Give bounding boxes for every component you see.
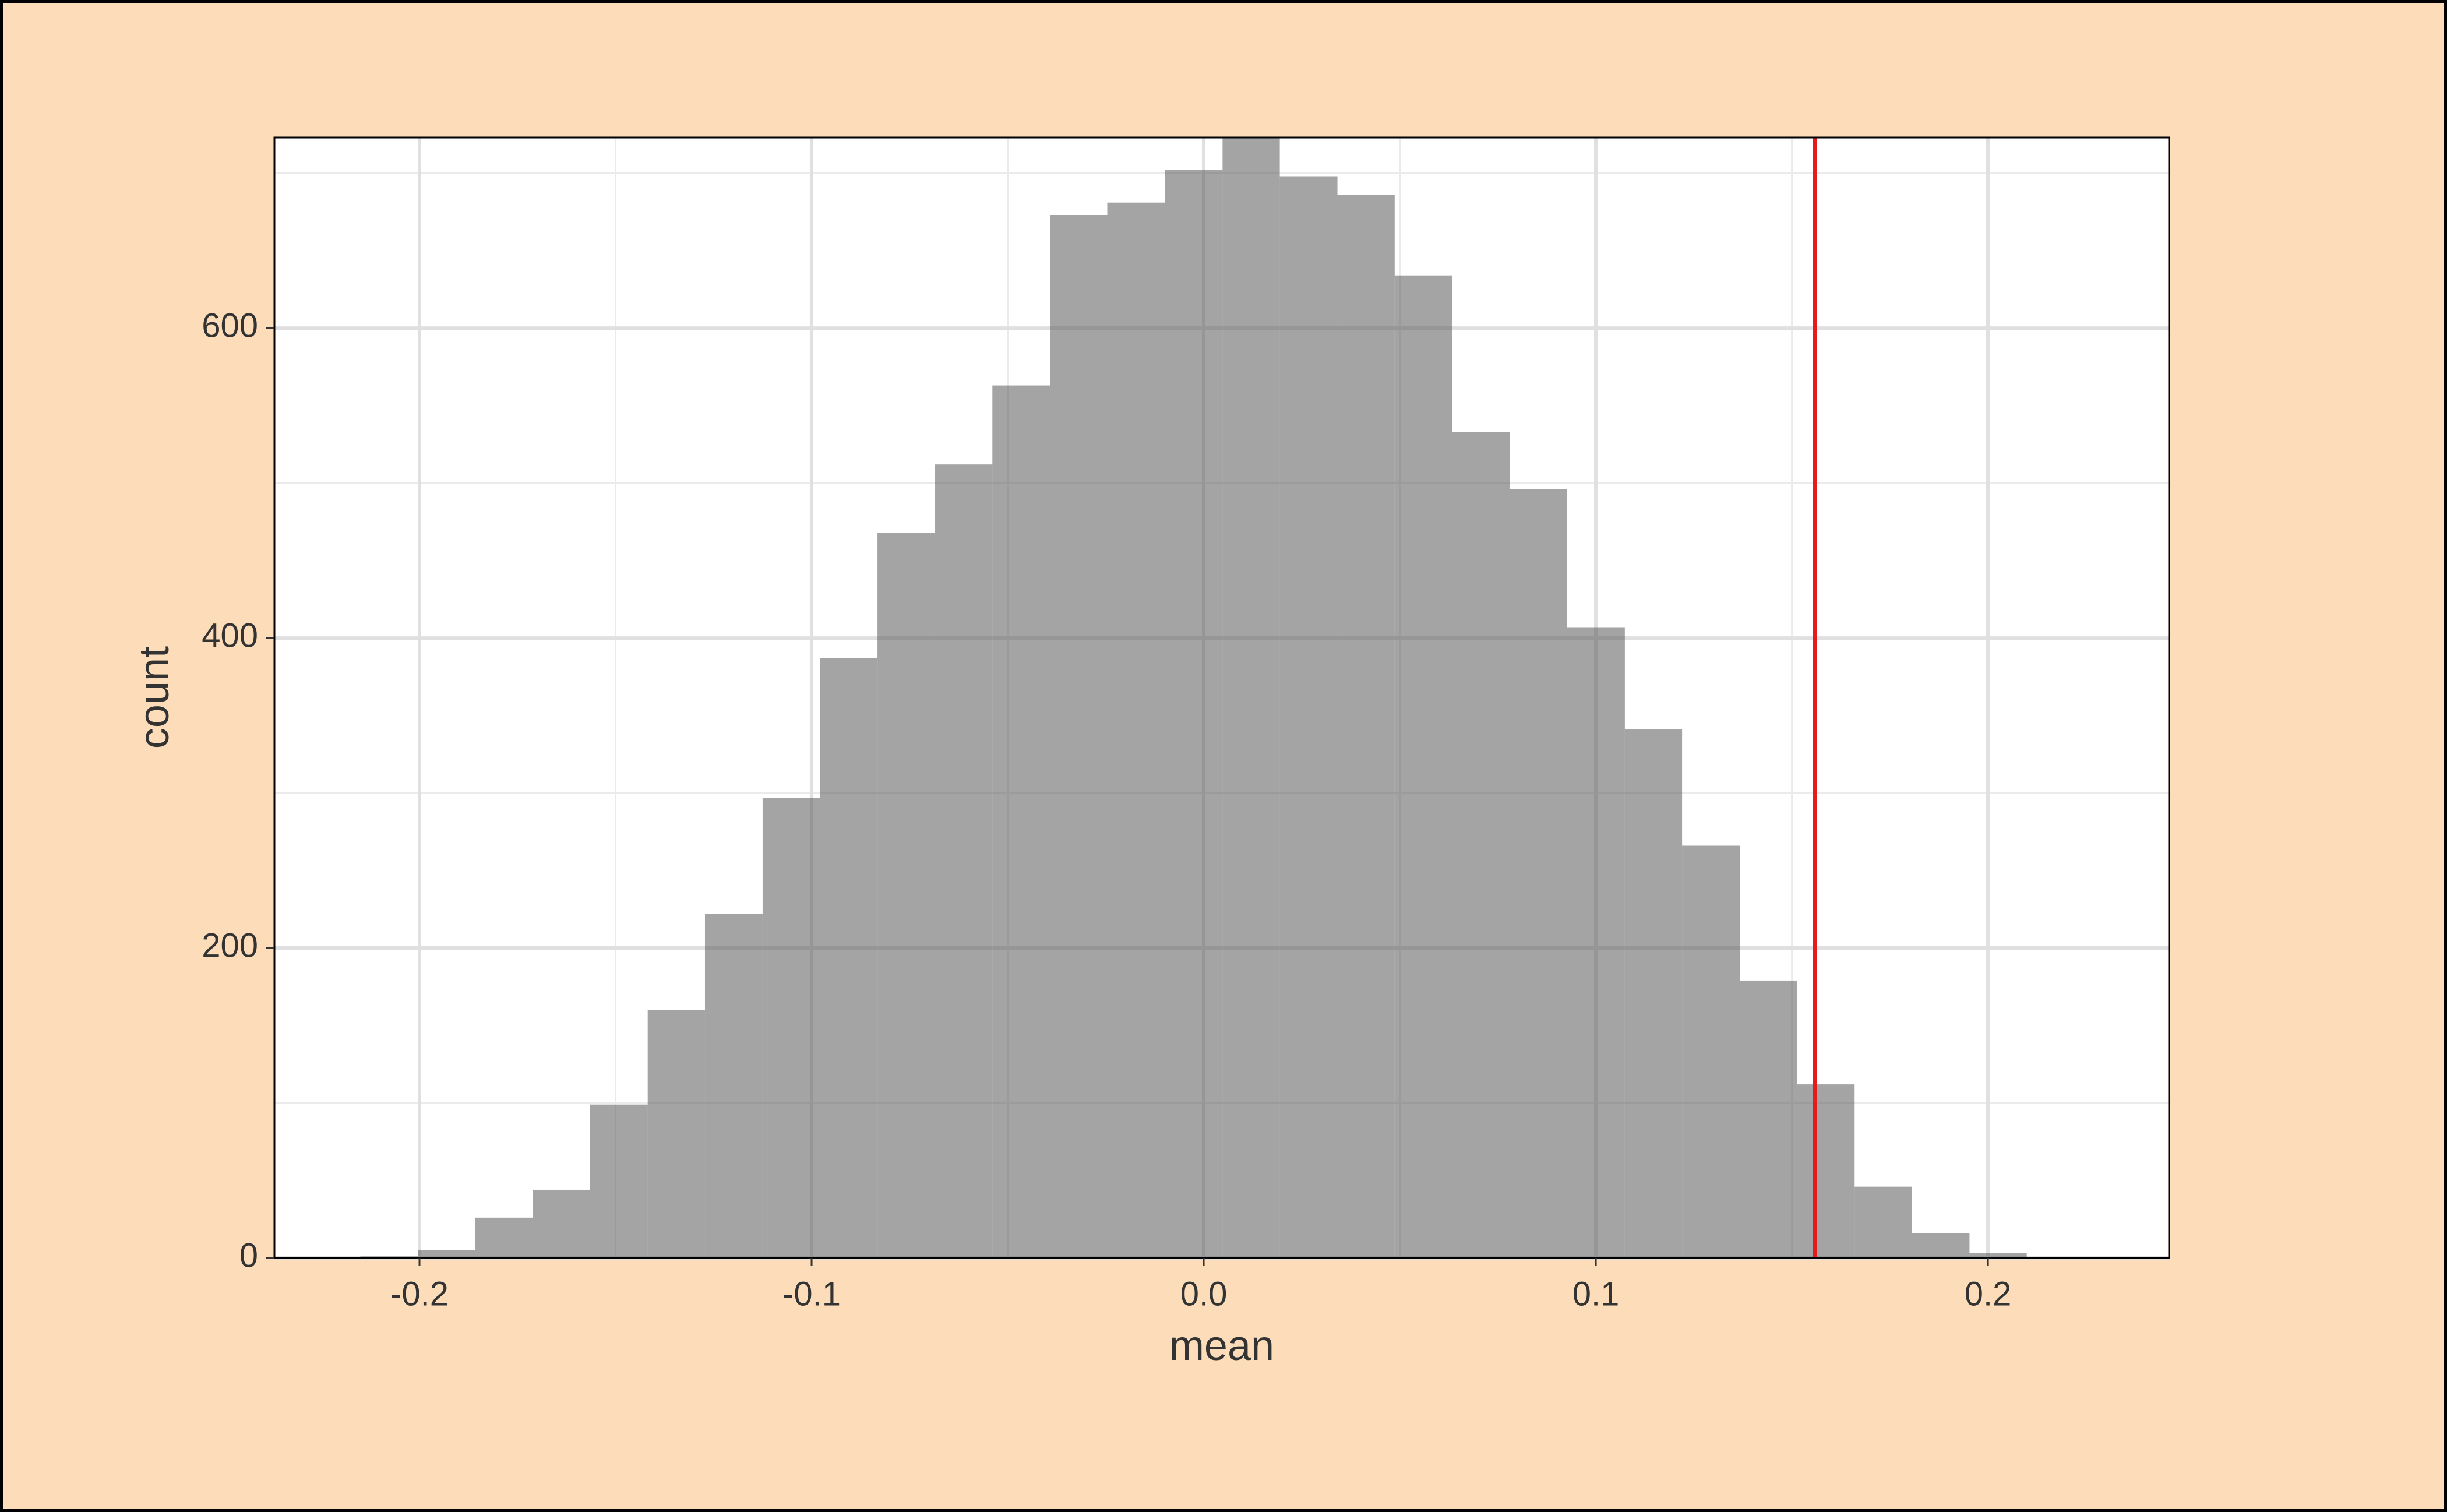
- bar: [1222, 138, 1280, 1258]
- bar: [1050, 214, 1108, 1258]
- bar: [1797, 1084, 1855, 1258]
- y-tick-label: 400: [202, 616, 258, 654]
- y-tick-label: 0: [239, 1236, 258, 1274]
- bar: [647, 1010, 705, 1258]
- bar: [418, 1250, 475, 1258]
- bar: [533, 1189, 590, 1258]
- y-tick-label: 200: [202, 926, 258, 964]
- axes: -0.2 -0.1 0.0 0.1 0.2 0 200 400 600: [202, 306, 2011, 1313]
- bar: [1452, 432, 1510, 1258]
- bar: [1740, 980, 1797, 1258]
- bar: [1624, 729, 1683, 1258]
- y-axis-title: count: [131, 646, 178, 749]
- panel-border: [273, 136, 2170, 1259]
- bar: [704, 914, 763, 1258]
- bar: [877, 533, 936, 1258]
- bar: [1912, 1233, 1970, 1258]
- bar: [1337, 195, 1395, 1259]
- bar: [1279, 176, 1338, 1258]
- bar: [1682, 845, 1740, 1258]
- bar: [992, 385, 1050, 1258]
- x-tick-label: -0.1: [782, 1275, 841, 1313]
- bar: [820, 658, 878, 1258]
- x-tick-label: 0.0: [1180, 1275, 1228, 1313]
- bars: [360, 138, 2027, 1259]
- bar: [762, 798, 820, 1258]
- x-tick-label: 0.2: [1965, 1275, 2012, 1313]
- bar: [935, 464, 993, 1258]
- x-tick-label: 0.1: [1572, 1275, 1620, 1313]
- bar: [1509, 489, 1567, 1259]
- y-tick-label: 600: [202, 306, 258, 344]
- bar: [1165, 170, 1223, 1259]
- x-axis-title: mean: [1169, 1323, 1274, 1369]
- bar: [1107, 202, 1165, 1259]
- bar: [475, 1217, 533, 1258]
- bar: [1969, 1253, 2027, 1258]
- x-tick-label: -0.2: [390, 1275, 449, 1313]
- bar: [590, 1104, 648, 1258]
- bar: [1394, 275, 1452, 1259]
- bar: [1567, 627, 1625, 1258]
- bar: [1854, 1186, 1912, 1258]
